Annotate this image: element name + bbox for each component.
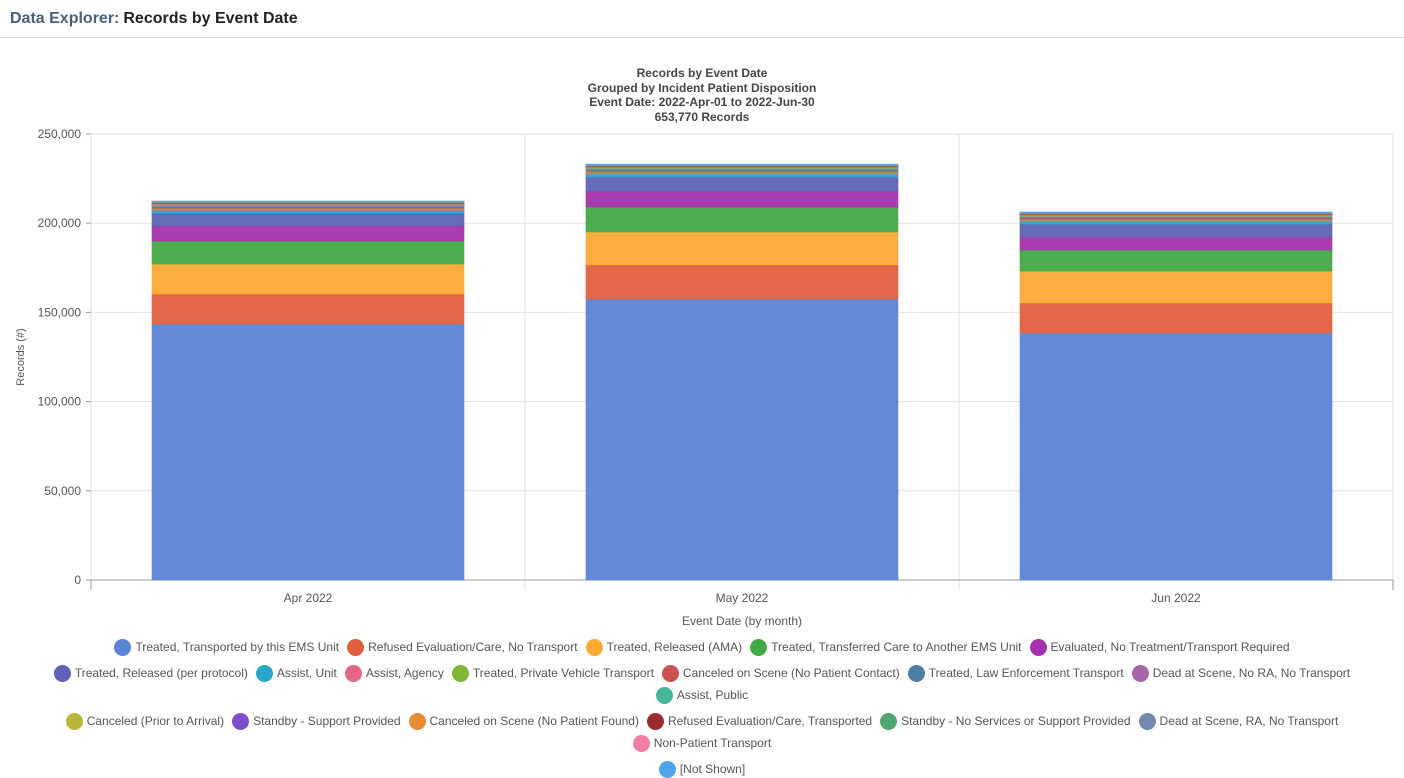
legend-swatch-icon — [659, 761, 676, 778]
legend-item[interactable]: Treated, Law Enforcement Transport — [908, 664, 1124, 682]
y-axis-title: Records (#) — [15, 328, 27, 385]
legend-item[interactable]: Non-Patient Transport — [633, 734, 771, 752]
bar-segment — [1020, 271, 1332, 303]
legend-swatch-icon — [662, 665, 679, 682]
bar-segment — [152, 294, 464, 324]
legend-swatch-icon — [66, 713, 83, 730]
legend-swatch-icon — [647, 713, 664, 730]
legend-item[interactable]: Canceled on Scene (No Patient Contact) — [662, 664, 900, 682]
legend-item[interactable]: Treated, Released (per protocol) — [54, 664, 248, 682]
y-tick-label: 250,000 — [38, 127, 82, 141]
bar-segment — [1020, 250, 1332, 271]
legend-swatch-icon — [256, 665, 273, 682]
legend-label: Standby - Support Provided — [253, 714, 400, 728]
legend-swatch-icon — [1139, 713, 1156, 730]
bar-segment — [152, 226, 464, 241]
legend-label: Dead at Scene, No RA, No Transport — [1153, 666, 1350, 680]
legend-item[interactable]: Treated, Transferred Care to Another EMS… — [750, 638, 1021, 656]
legend-swatch-icon — [586, 639, 603, 656]
legend-item[interactable]: Canceled on Scene (No Patient Found) — [409, 712, 639, 730]
bar-segment — [586, 177, 898, 191]
y-tick-label: 0 — [74, 573, 81, 587]
legend-item[interactable]: Assist, Public — [656, 686, 748, 704]
x-tick-label: Jun 2022 — [1151, 591, 1201, 605]
bar-segment — [152, 241, 464, 264]
legend-item[interactable]: Treated, Private Vehicle Transport — [452, 664, 654, 682]
legend-item[interactable]: Canceled (Prior to Arrival) — [66, 712, 224, 730]
y-tick-label: 150,000 — [38, 305, 82, 319]
legend-item[interactable]: Dead at Scene, No RA, No Transport — [1132, 664, 1350, 682]
legend-label: Treated, Released (per protocol) — [75, 666, 248, 680]
y-tick-label: 200,000 — [38, 216, 82, 230]
legend-label: Refused Evaluation/Care, Transported — [668, 714, 872, 728]
bar-segment — [1020, 224, 1332, 237]
bar-segment — [152, 324, 464, 580]
bar-segment — [1020, 212, 1332, 213]
bar-segment — [1020, 303, 1332, 333]
legend-swatch-icon — [656, 687, 673, 704]
legend-swatch-icon — [409, 713, 426, 730]
legend-label: Standby - No Services or Support Provide… — [901, 714, 1130, 728]
legend-label: Canceled on Scene (No Patient Found) — [430, 714, 639, 728]
legend-label: Refused Evaluation/Care, No Transport — [368, 640, 577, 654]
legend-item[interactable]: Assist, Agency — [345, 664, 444, 682]
stacked-bar-chart: 0 50,000 100,000 150,000 200,000 250,000 Apr 2… — [0, 0, 1404, 640]
legend-swatch-icon — [232, 713, 249, 730]
legend-label: Treated, Law Enforcement Transport — [929, 666, 1124, 680]
legend-item[interactable]: Evaluated, No Treatment/Transport Requir… — [1030, 638, 1290, 656]
legend-item[interactable]: Standby - Support Provided — [232, 712, 400, 730]
legend-swatch-icon — [1030, 639, 1047, 656]
legend-item[interactable]: Treated, Released (AMA) — [586, 638, 743, 656]
legend-swatch-icon — [54, 665, 71, 682]
legend-swatch-icon — [750, 639, 767, 656]
legend-item[interactable]: Refused Evaluation/Care, No Transport — [347, 638, 577, 656]
bar-segment — [152, 213, 464, 226]
bar-segment — [586, 164, 898, 165]
legend-label: Non-Patient Transport — [654, 736, 771, 750]
legend-label: Treated, Transported by this EMS Unit — [135, 640, 339, 654]
y-tick-label: 100,000 — [38, 395, 82, 409]
bar-segment — [1020, 333, 1332, 580]
legend-swatch-icon — [347, 639, 364, 656]
legend-label: Treated, Private Vehicle Transport — [473, 666, 654, 680]
y-tick-label: 50,000 — [44, 484, 81, 498]
legend-swatch-icon — [114, 639, 131, 656]
bar-segment — [586, 299, 898, 580]
legend-label: Canceled on Scene (No Patient Contact) — [683, 666, 900, 680]
x-tick-label: Apr 2022 — [284, 591, 333, 605]
bar-segment — [586, 191, 898, 207]
legend-label: Treated, Transferred Care to Another EMS… — [771, 640, 1021, 654]
bar-segment — [152, 201, 464, 202]
legend-label: Treated, Released (AMA) — [607, 640, 743, 654]
legend-item[interactable]: Standby - No Services or Support Provide… — [880, 712, 1130, 730]
x-axis-title: Event Date (by month) — [682, 614, 802, 628]
legend-label: Assist, Public — [677, 688, 748, 702]
bar-segment — [586, 265, 898, 299]
legend-label: Evaluated, No Treatment/Transport Requir… — [1051, 640, 1290, 654]
legend-label: Dead at Scene, RA, No Transport — [1160, 714, 1339, 728]
legend-label: Canceled (Prior to Arrival) — [87, 714, 224, 728]
bar-segment — [586, 232, 898, 265]
chart-legend: Treated, Transported by this EMS Unit Ref… — [30, 638, 1374, 778]
legend-item[interactable]: Refused Evaluation/Care, Transported — [647, 712, 872, 730]
x-tick-label: May 2022 — [716, 591, 769, 605]
legend-swatch-icon — [633, 735, 650, 752]
legend-item[interactable]: Treated, Transported by this EMS Unit — [114, 638, 339, 656]
legend-label: Assist, Agency — [366, 666, 444, 680]
legend-item[interactable]: Assist, Unit — [256, 664, 337, 682]
legend-swatch-icon — [880, 713, 897, 730]
bar-segment — [1020, 237, 1332, 250]
legend-label: [Not Shown] — [680, 762, 745, 776]
bar-segment — [586, 207, 898, 232]
legend-swatch-icon — [908, 665, 925, 682]
legend-item[interactable]: Dead at Scene, RA, No Transport — [1139, 712, 1339, 730]
legend-swatch-icon — [1132, 665, 1149, 682]
bar-segment — [152, 264, 464, 294]
legend-item[interactable]: [Not Shown] — [659, 760, 745, 778]
legend-swatch-icon — [345, 665, 362, 682]
legend-label: Assist, Unit — [277, 666, 337, 680]
legend-swatch-icon — [452, 665, 469, 682]
